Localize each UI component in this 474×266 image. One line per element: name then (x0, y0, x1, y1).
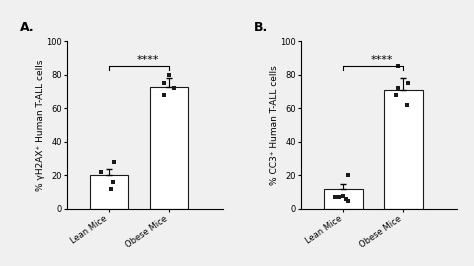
Point (394, 64, 402, 69)
Point (170, 86, 177, 90)
Point (344, 198, 351, 203)
Text: A.: A. (20, 21, 35, 34)
Point (339, 193, 347, 198)
Text: B.: B. (254, 21, 268, 34)
Point (394, 86, 401, 90)
Point (392, 93, 400, 97)
Point (161, 81, 168, 85)
Point (403, 103, 410, 107)
Text: ****: **** (371, 55, 393, 65)
Point (342, 197, 349, 201)
Text: ****: **** (137, 55, 159, 65)
Y-axis label: % CC3⁺ Human T-ALL cells: % CC3⁺ Human T-ALL cells (270, 65, 279, 185)
Y-axis label: % γH2AX⁺ Human T-ALL cells: % γH2AX⁺ Human T-ALL cells (36, 59, 45, 191)
Point (97, 170, 105, 174)
Point (331, 195, 339, 200)
Point (110, 160, 118, 164)
Point (109, 180, 117, 184)
Point (335, 195, 343, 200)
Point (160, 93, 168, 97)
Bar (150, 86, 188, 209)
Bar (90, 176, 128, 209)
Point (165, 73, 173, 77)
Bar (324, 189, 363, 209)
Bar (384, 90, 423, 209)
Point (108, 187, 115, 191)
Point (404, 81, 411, 85)
Point (344, 173, 352, 178)
